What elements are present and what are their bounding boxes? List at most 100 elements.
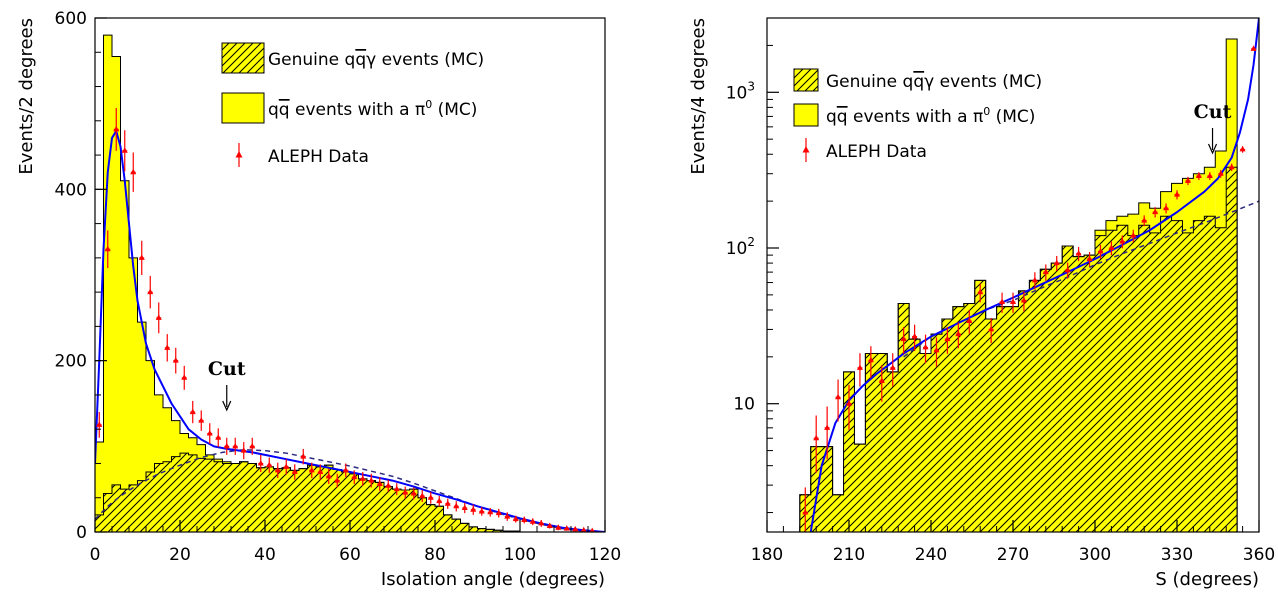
data-point-marker (1195, 172, 1202, 179)
data-point-marker (376, 480, 383, 487)
data-point (538, 519, 545, 527)
legend-data-marker (802, 146, 810, 153)
genuine-mc-bin (103, 493, 112, 532)
data-point (867, 346, 874, 379)
data-point (487, 508, 494, 517)
genuine-mc-bin (146, 472, 155, 532)
data-point-marker (977, 288, 984, 295)
legend-quark: q (903, 72, 914, 92)
genuine-mc-bin (163, 461, 172, 532)
data-point-marker (911, 333, 918, 339)
data-point (824, 406, 831, 460)
genuine-mc-bin (1105, 230, 1117, 532)
data-point (359, 472, 366, 486)
genuine-mc-bin (384, 486, 393, 532)
legend-swatch-genuine (793, 68, 819, 92)
x-tick-label: 240 (915, 545, 947, 565)
genuine-mc-bin (1149, 232, 1161, 532)
pi0-mc-bin (137, 322, 146, 532)
data-point-marker (113, 125, 120, 132)
data-point-marker (856, 364, 863, 370)
genuine-mc-bin (137, 480, 146, 532)
data-point-marker (283, 463, 290, 469)
data-point-marker (436, 497, 443, 504)
data-point-marker (164, 344, 171, 350)
legend-antiquark: q (837, 107, 848, 127)
data-point-marker (1250, 45, 1257, 51)
genuine-mc-bin (832, 494, 844, 532)
data-point (572, 525, 579, 532)
data-point-marker (274, 466, 281, 473)
x-tick-label: 300 (1079, 545, 1111, 565)
data-point-marker (138, 254, 145, 260)
data-point (206, 423, 213, 444)
data-point (999, 292, 1006, 313)
genuine-mc-bin (963, 303, 975, 532)
data-point (495, 508, 502, 518)
data-point (104, 230, 111, 269)
genuine-mc-bin (1062, 246, 1074, 532)
data-point (300, 448, 307, 465)
genuine-mc-bin (1051, 263, 1063, 532)
genuine-mc-bin (477, 528, 486, 532)
data-point-marker (96, 421, 103, 427)
data-point (955, 322, 962, 349)
data-point (504, 512, 511, 521)
data-point-marker (802, 509, 809, 515)
data-point (232, 437, 239, 455)
data-point (1108, 241, 1115, 256)
legend-antiquark: q (355, 50, 366, 70)
x-tick-label: 80 (424, 545, 446, 565)
data-point (240, 442, 247, 460)
data-point (138, 240, 145, 275)
data-point-marker (385, 482, 392, 488)
x-axis-title: Isolation angle (degrees) (381, 569, 605, 590)
genuine-mc-bin (188, 454, 197, 532)
x-axis-title: S (degrees) (1155, 569, 1259, 590)
data-point-marker (580, 526, 587, 532)
genuine-mc-bin (239, 461, 248, 532)
genuine-mc-bin (865, 353, 877, 532)
data-point (1239, 145, 1246, 153)
legend-label-text: events with a π (290, 100, 426, 120)
x-tick-label: 60 (339, 545, 361, 565)
genuine-mc-bin (974, 280, 986, 532)
data-point-marker (1174, 191, 1180, 197)
data-point (1086, 252, 1093, 267)
genuine-mc-bin (248, 463, 257, 532)
legend-antiquark: q (279, 100, 290, 120)
data-point-marker (130, 168, 137, 175)
data-point-marker (504, 513, 511, 519)
dashed-fit-curve (903, 200, 1259, 358)
data-point (342, 463, 349, 478)
legend-swatch-genuine (221, 42, 265, 74)
genuine-mc-bin (367, 480, 376, 532)
legend-label-text: Genuine (826, 72, 903, 92)
genuine-mc-bin (231, 463, 240, 532)
data-point (198, 410, 205, 431)
genuine-mc-bin (324, 465, 333, 532)
cut-label: Cut (1194, 101, 1232, 123)
y-tick-label-base: 10 (726, 83, 748, 103)
data-point-marker (922, 343, 929, 350)
genuine-mc-bin (341, 472, 350, 532)
data-point-marker (944, 335, 951, 342)
data-point-marker (257, 459, 264, 466)
data-point (1163, 203, 1170, 214)
data-point-marker (1119, 238, 1126, 244)
x-tick-label: 270 (997, 545, 1029, 565)
genuine-mc-bin (358, 478, 367, 532)
genuine-mc-bin (1073, 256, 1085, 532)
data-point-marker (487, 508, 494, 515)
y-axis-title: Events/2 degrees (16, 18, 37, 175)
data-point (1119, 235, 1126, 249)
data-point (856, 353, 863, 387)
data-point-marker (878, 377, 885, 383)
legend-label: ALEPH Data (268, 147, 369, 167)
data-point-marker (1075, 250, 1082, 256)
genuine-mc-bin (171, 456, 180, 532)
genuine-mc-bin (821, 446, 833, 532)
pi0-mc-bin (129, 257, 138, 532)
